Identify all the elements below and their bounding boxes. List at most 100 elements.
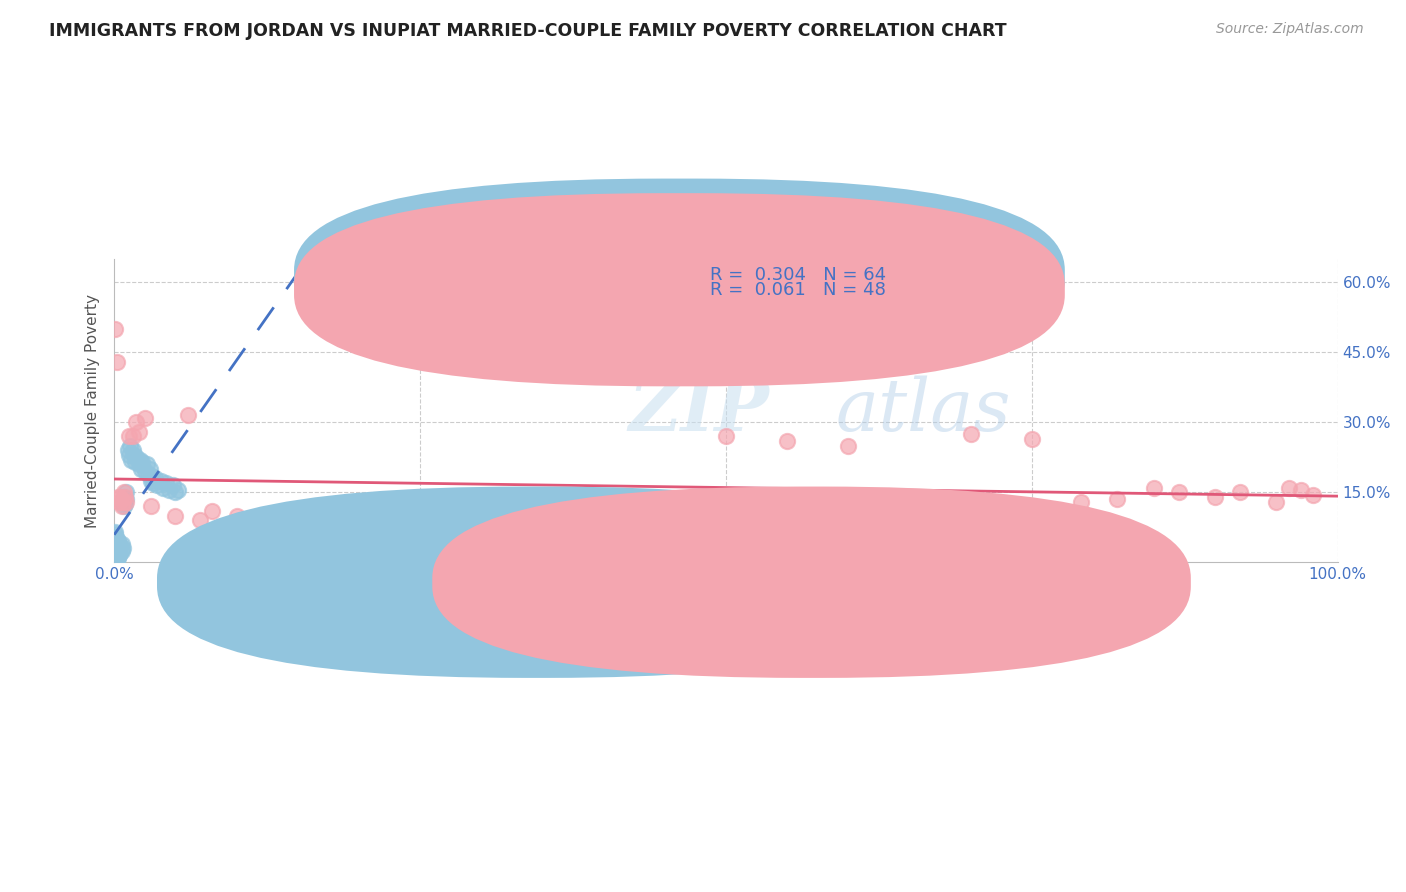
Point	[128, 458, 150, 472]
Point	[115, 494, 138, 508]
Point	[531, 523, 554, 537]
Point	[114, 490, 136, 504]
Point	[152, 481, 174, 495]
Point	[134, 464, 156, 478]
Point	[104, 541, 127, 556]
Point	[104, 539, 127, 553]
Text: Immigrants from Jordan: Immigrants from Jordan	[554, 574, 752, 591]
Point	[110, 539, 132, 553]
Point	[166, 483, 188, 497]
Point	[115, 485, 138, 500]
Point	[107, 550, 129, 565]
FancyBboxPatch shape	[157, 486, 915, 678]
Point	[117, 443, 139, 458]
Point	[104, 553, 127, 567]
Point	[125, 450, 148, 465]
Point	[108, 537, 131, 551]
Point	[165, 485, 187, 500]
Point	[837, 439, 859, 453]
Point	[1302, 488, 1324, 502]
Point	[124, 455, 146, 469]
Point	[250, 518, 273, 533]
Point	[104, 537, 127, 551]
Point	[128, 452, 150, 467]
Point	[1143, 481, 1166, 495]
Point	[120, 439, 142, 453]
Point	[129, 462, 152, 476]
Point	[104, 546, 127, 560]
Point	[110, 546, 132, 560]
Point	[111, 541, 134, 556]
Point	[105, 549, 128, 563]
Point	[138, 462, 160, 476]
Point	[125, 415, 148, 429]
Point	[654, 527, 676, 541]
Point	[323, 513, 346, 527]
Point	[141, 469, 163, 483]
Point	[482, 511, 505, 525]
Point	[107, 546, 129, 560]
Text: ZIP: ZIP	[628, 376, 769, 446]
Point	[108, 543, 131, 558]
Point	[118, 448, 141, 462]
Point	[157, 483, 180, 497]
Point	[1229, 485, 1251, 500]
FancyBboxPatch shape	[294, 194, 1064, 386]
Point	[114, 497, 136, 511]
Point	[104, 534, 127, 549]
Point	[108, 549, 131, 563]
Point	[104, 525, 127, 540]
Point	[104, 543, 127, 558]
Point	[118, 429, 141, 443]
Point	[128, 425, 150, 439]
Point	[107, 534, 129, 549]
Point	[1289, 483, 1312, 497]
Point	[110, 500, 132, 514]
Text: Source: ZipAtlas.com: Source: ZipAtlas.com	[1216, 22, 1364, 37]
Point	[112, 500, 135, 514]
Point	[188, 513, 211, 527]
Point	[1204, 490, 1226, 504]
Point	[149, 474, 172, 488]
Point	[110, 543, 132, 558]
Point	[1070, 494, 1092, 508]
Point	[776, 434, 799, 448]
Point	[446, 523, 468, 537]
Point	[176, 409, 198, 423]
Text: atlas: atlas	[837, 376, 1011, 446]
Point	[122, 448, 145, 462]
Point	[112, 490, 135, 504]
Point	[104, 532, 127, 546]
Point	[134, 410, 156, 425]
Point	[146, 478, 169, 492]
Point	[115, 492, 138, 507]
Point	[347, 518, 370, 533]
Point	[105, 539, 128, 553]
Point	[1021, 432, 1043, 446]
FancyBboxPatch shape	[432, 486, 1191, 678]
Point	[139, 474, 162, 488]
Point	[111, 494, 134, 508]
Point	[111, 494, 134, 508]
Point	[617, 518, 640, 533]
Point	[143, 471, 166, 485]
Point	[104, 322, 127, 336]
Text: R =  0.061   N = 48: R = 0.061 N = 48	[710, 281, 886, 299]
FancyBboxPatch shape	[634, 262, 946, 302]
Point	[105, 532, 128, 546]
Point	[120, 452, 142, 467]
Point	[104, 530, 127, 544]
Point	[162, 478, 184, 492]
Point	[121, 443, 143, 458]
Point	[105, 543, 128, 558]
Text: R =  0.304   N = 64: R = 0.304 N = 64	[710, 266, 886, 285]
Y-axis label: Married-Couple Family Poverty: Married-Couple Family Poverty	[86, 293, 100, 528]
Point	[714, 429, 737, 443]
Point	[1265, 494, 1288, 508]
Point	[107, 490, 129, 504]
Point	[898, 518, 921, 533]
FancyBboxPatch shape	[294, 178, 1064, 372]
Point	[138, 467, 160, 481]
Point	[287, 518, 309, 533]
Point	[225, 508, 247, 523]
